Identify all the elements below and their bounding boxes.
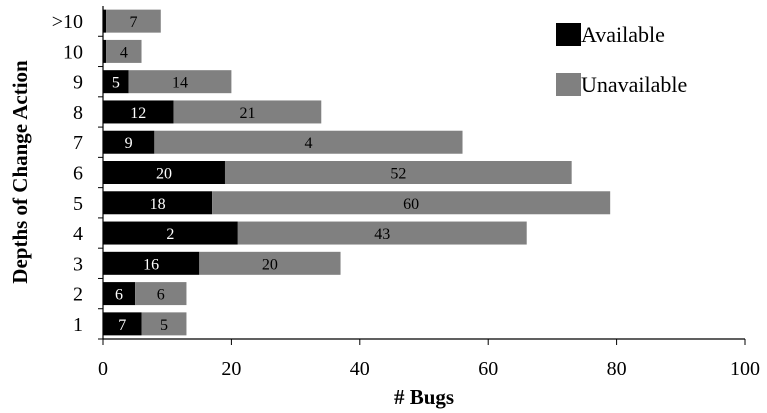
data-label-unavailable: 60: [403, 196, 419, 213]
data-label-unavailable: 5: [160, 317, 168, 334]
data-label-unavailable: 4: [120, 44, 128, 61]
y-tick-label: 6: [73, 163, 83, 185]
data-label-available: 18: [150, 196, 166, 213]
bar-available: [103, 100, 174, 124]
x-tick-label: 100: [730, 358, 760, 380]
bar-available: [103, 161, 225, 184]
x-tick-label: 80: [607, 358, 627, 380]
data-label-available: 9: [125, 135, 133, 152]
data-label-unavailable: 7: [129, 14, 137, 31]
y-tick-label: 2: [73, 284, 83, 306]
bar-available: [103, 221, 238, 245]
bar-unavailable: [128, 70, 232, 94]
legend-label-unavailable: Unavailable: [581, 72, 687, 97]
data-label-available: 12: [130, 105, 146, 122]
data-label-available: 20: [156, 166, 172, 183]
y-tick-label: 3: [73, 253, 83, 275]
bar-available: [103, 312, 142, 336]
data-label-unavailable: 14: [172, 75, 188, 92]
x-tick-label: 0: [98, 358, 108, 380]
y-tick-label: >10: [52, 11, 83, 33]
bar-available: [103, 70, 129, 94]
bar-available: [103, 251, 200, 275]
data-label-unavailable: 43: [374, 226, 390, 243]
legend-label-available: Available: [581, 22, 665, 47]
bar-unavailable: [199, 251, 341, 275]
x-tick-label: 40: [350, 358, 370, 380]
bar-unavailable: [141, 312, 187, 336]
data-label-unavailable: 20: [262, 256, 278, 273]
bar-available: [103, 282, 136, 306]
y-tick-label: 4: [73, 223, 83, 245]
data-label-unavailable: 4: [304, 135, 312, 152]
x-tick-label: 60: [478, 358, 498, 380]
bar-available: [103, 191, 213, 215]
data-label-available: 6: [115, 287, 123, 304]
y-axis-title: Depths of Change Action: [8, 60, 32, 284]
bar-unavailable: [173, 100, 322, 124]
bar-unavailable: [106, 9, 161, 33]
data-label-unavailable: 52: [390, 166, 406, 183]
bar-unavailable: [237, 221, 527, 245]
data-label-available: 2: [166, 226, 174, 243]
y-tick-label: 5: [73, 193, 83, 215]
bar-available: [103, 130, 155, 154]
bars-layer: 75661620243186020529412215141417: [103, 9, 611, 336]
y-tick-label: 8: [73, 102, 83, 124]
y-tick-label: 10: [63, 41, 83, 63]
y-tick-label: 7: [73, 132, 83, 154]
bar-unavailable: [135, 282, 187, 306]
x-tick-label: 20: [221, 358, 241, 380]
bar-available: [103, 9, 107, 33]
y-tick-label: 1: [73, 314, 83, 336]
bar-unavailable: [224, 161, 572, 184]
bar-unavailable: [154, 130, 463, 154]
y-tick-label: 9: [73, 72, 83, 94]
legend-swatch-unavailable: [556, 73, 581, 96]
bar-unavailable: [212, 191, 611, 215]
data-label-available: 7: [118, 317, 126, 334]
data-label-available: 16: [143, 256, 159, 273]
data-label-available: 5: [112, 75, 120, 92]
bar-unavailable: [106, 39, 142, 63]
x-axis-title: # Bugs: [394, 385, 454, 409]
data-label-unavailable: 6: [157, 287, 165, 304]
data-label-unavailable: 21: [239, 105, 255, 122]
legend: Available Unavailable: [556, 22, 687, 97]
bar-available: [103, 39, 107, 63]
legend-swatch-available: [556, 23, 581, 46]
